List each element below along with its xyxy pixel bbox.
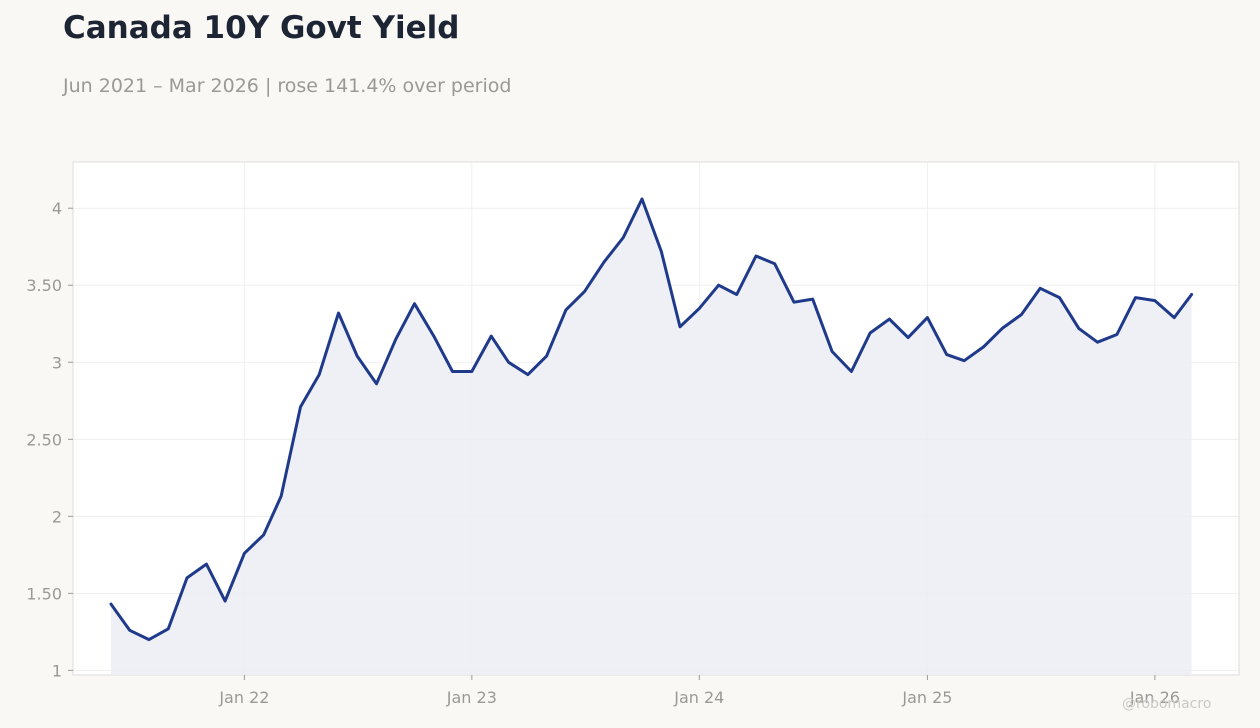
y-axis-labels: 1 1.50 2 2.50 3 3.50 4 <box>26 199 62 680</box>
x-axis-labels: Jan 22 Jan 23 Jan 24 Jan 25 Jan 26 <box>218 688 1180 707</box>
y-tick-label: 2.50 <box>26 430 62 449</box>
y-tick-label: 1.50 <box>26 584 62 603</box>
x-tick-label: Jan 26 <box>1129 688 1180 707</box>
x-tick-label: Jan 23 <box>446 688 497 707</box>
y-tick-label: 3.50 <box>26 276 62 295</box>
chart-title: Canada 10Y Govt Yield <box>63 10 460 46</box>
x-tick-label: Jan 25 <box>901 688 952 707</box>
y-tick-label: 3 <box>52 353 62 372</box>
x-tick-label: Jan 22 <box>218 688 269 707</box>
chart-subtitle: Jun 2021 – Mar 2026 | rose 141.4% over p… <box>63 75 512 97</box>
y-tick-label: 2 <box>52 507 62 526</box>
watermark: @robomacro <box>1122 696 1212 712</box>
y-tick-label: 4 <box>52 199 62 218</box>
x-tick-label: Jan 24 <box>673 688 724 707</box>
y-tick-label: 1 <box>52 661 62 680</box>
yield-area <box>111 199 1192 675</box>
yield-line <box>109 197 1194 642</box>
